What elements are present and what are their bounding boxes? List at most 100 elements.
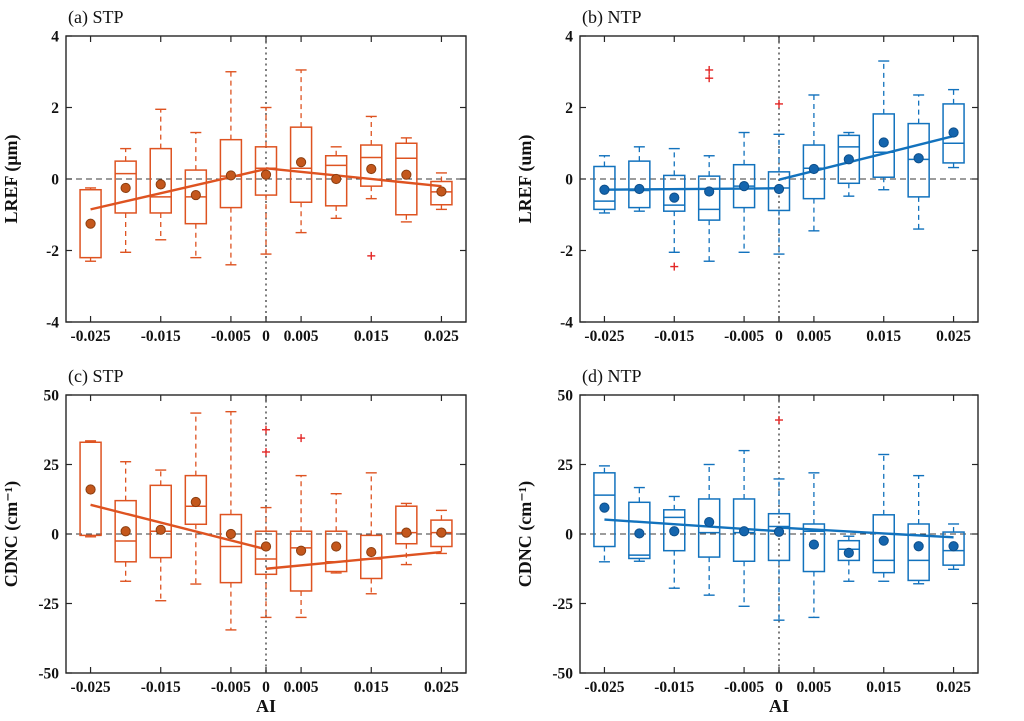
- box: [593, 165, 616, 211]
- box: [837, 539, 861, 562]
- box: [767, 171, 791, 212]
- tick-label: 25: [558, 457, 574, 474]
- box: [395, 142, 418, 216]
- mean-marker: [878, 535, 889, 546]
- tick-label: -0.025: [71, 328, 111, 345]
- box: [149, 147, 172, 214]
- mean-marker: [913, 153, 924, 164]
- box: [907, 523, 930, 582]
- mean-marker: [331, 173, 342, 185]
- mean-marker: [155, 524, 166, 535]
- tick-label: 0: [565, 527, 573, 544]
- mean-marker: [436, 527, 447, 538]
- box: [254, 530, 278, 576]
- tick-label: 0.005: [284, 328, 319, 345]
- tick-label: 0.015: [354, 328, 389, 345]
- box: [324, 155, 348, 207]
- panel-b-ntp-lref: -0.025 -0.015 -0.005 0 0.005 0.015 0.025 -4 -2 0 2…: [515, 7, 979, 345]
- tick-label: -50: [552, 666, 573, 683]
- mean-marker: [295, 157, 307, 168]
- tick-label: 0.025: [424, 679, 459, 696]
- panel-a-title: (a) STP: [68, 7, 124, 28]
- tick-label: 0: [775, 328, 783, 345]
- mean-marker: [225, 528, 237, 540]
- mean-marker: [704, 516, 715, 528]
- panel-a-plot-area: -0.025 -0.015 -0.005 0 0.005 0.015 0.025 -4 -2 0 2…: [46, 29, 467, 345]
- tick-label: 0: [51, 172, 59, 189]
- mean-marker: [808, 539, 820, 550]
- tick-label: -0.015: [654, 679, 694, 696]
- mean-marker: [401, 527, 412, 538]
- mean-marker: [599, 502, 610, 513]
- tick-label: -0.005: [211, 328, 251, 345]
- mean-marker: [808, 163, 820, 175]
- mean-marker: [436, 186, 447, 197]
- tick-label: 0.015: [354, 679, 389, 696]
- box: [324, 530, 348, 573]
- panel-c-y-axis-label: CDNC (cm⁻¹): [1, 481, 22, 587]
- tick-label: 2: [51, 100, 59, 117]
- tick-label: 0.025: [936, 328, 971, 345]
- mean-marker: [155, 179, 166, 190]
- mean-marker: [401, 169, 412, 180]
- box: [872, 113, 895, 178]
- tick-label: -0.005: [724, 679, 764, 696]
- tick-label: 0.005: [796, 679, 831, 696]
- tick-label: 0: [565, 172, 573, 189]
- mean-marker: [738, 526, 750, 537]
- mean-marker: [704, 186, 715, 197]
- panel-c-stp-cdnc: -0.025 -0.015 -0.005 0 0.005 0.015 0.025 -50 -25…: [1, 366, 467, 716]
- box: [289, 530, 313, 592]
- mean-marker: [366, 546, 377, 558]
- mean-marker: [120, 526, 131, 537]
- mean-marker: [260, 169, 272, 180]
- tick-label: 0: [51, 527, 59, 544]
- panel-d-title: (d) NTP: [582, 366, 642, 387]
- tick-label: 0.005: [796, 328, 831, 345]
- tick-label: 0.015: [866, 679, 901, 696]
- mean-marker: [190, 189, 201, 201]
- tick-label: -0.015: [141, 679, 181, 696]
- mean-marker: [948, 541, 959, 552]
- box: [79, 188, 102, 259]
- tick-label: 25: [44, 457, 60, 474]
- mean-marker: [773, 183, 785, 195]
- box: [149, 484, 172, 559]
- panel-a-stp-lref: -0.025 -0.015 -0.005 0 0.005 0.015 0.025 -4 -2 0 2…: [1, 7, 467, 345]
- mean-marker: [773, 526, 785, 537]
- box: [802, 144, 826, 200]
- box: [289, 126, 313, 203]
- panel-d-plot-area: -0.025 -0.015 -0.005 0 0.005 0.015 0.025 -50 -25…: [552, 388, 979, 696]
- mean-marker: [85, 484, 96, 495]
- mean-marker: [669, 526, 680, 537]
- mean-marker: [634, 528, 645, 539]
- box: [628, 160, 651, 209]
- box: [395, 505, 418, 545]
- tick-label: 0.015: [866, 328, 901, 345]
- mean-marker: [120, 182, 131, 194]
- mean-marker: [366, 163, 377, 175]
- panel-b-plot-area: -0.025 -0.015 -0.005 0 0.005 0.015 0.025 -4 -2 0 2…: [560, 29, 979, 345]
- box: [593, 472, 616, 548]
- tick-label: -0.025: [584, 328, 624, 345]
- box: [802, 523, 826, 573]
- tick-label: -0.025: [71, 679, 111, 696]
- box: [360, 144, 383, 187]
- box: [872, 514, 895, 574]
- mean-marker: [634, 183, 645, 195]
- mean-marker: [669, 192, 680, 203]
- mean-marker: [599, 184, 610, 195]
- panel-d-y-axis-label: CDNC (cm⁻¹): [515, 481, 536, 587]
- panel-a-y-axis-label: LREF (μm): [1, 134, 22, 223]
- box: [697, 175, 721, 221]
- mean-marker: [843, 154, 854, 165]
- tick-label: -2: [46, 243, 59, 260]
- box: [114, 499, 137, 563]
- mean-marker: [843, 547, 854, 559]
- box: [79, 441, 102, 537]
- tick-label: 50: [44, 388, 60, 405]
- box: [184, 474, 208, 526]
- panel-b-y-axis-label: LREF (um): [515, 135, 536, 224]
- box: [430, 180, 453, 206]
- box: [942, 103, 965, 164]
